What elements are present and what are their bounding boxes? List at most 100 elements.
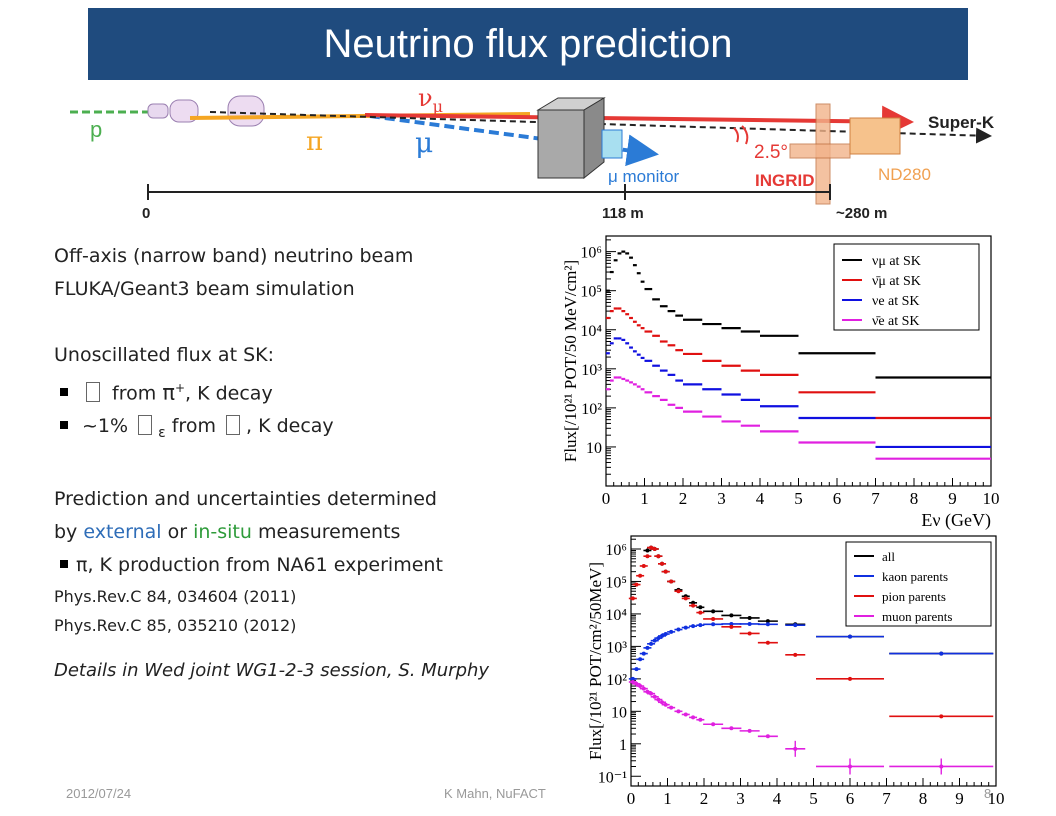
y-tick-label: 10⁻¹ [598,769,627,786]
x-tick-label: 8 [919,789,928,808]
data-point [649,641,654,646]
data-point [698,717,703,722]
data-point [698,605,703,610]
y-tick-label: 10⁵ [580,284,602,301]
ingrid-detector [789,103,851,205]
distance-label-118: 118 m [602,205,644,222]
data-point [656,697,661,702]
data-point [683,625,688,630]
bullet-icon [60,388,68,397]
text-line: Off-axis (narrow band) neutrino beam [54,245,414,267]
muon-monitor [601,129,623,159]
numu-label: νμ [418,84,443,116]
data-point [691,715,696,720]
x-tick-label: 1 [663,789,672,808]
data-point [676,589,681,594]
beam-dump [537,109,585,179]
x-tick-label: 9 [948,489,957,508]
data-point [729,726,734,731]
data-point [747,621,752,626]
data-point [848,676,852,681]
data-point [729,613,734,618]
y-tick-label: 10 [611,704,627,721]
legend-label: all [882,549,895,564]
horn-2 [227,95,265,127]
flux-chart-sk: 0 1 2 3 4 5 6 7 8 9 10 10 10² 10³ 10⁴ 10⁵ 10⁶Flux[/10²¹ … [561,235,1000,530]
data-point [638,573,643,578]
off-axis-angle-arc [741,125,749,145]
data-point [649,691,654,696]
data-point [698,610,703,615]
data-point [711,722,716,727]
data-point [656,554,661,559]
legend-label: kaon parents [882,569,948,584]
data-point [669,629,674,634]
data-point [747,631,752,636]
nd280-detector [849,117,901,155]
legend-label: νμ at SK [872,254,921,269]
x-axis-label: Eν (GeV) [921,510,991,530]
bullet-list: Off-axis (narrow band) neutrino beam FLU… [54,240,574,687]
legend-label: pion parents [882,589,946,604]
bullet-item: π, K production from NA61 experiment [54,549,574,582]
data-point [638,684,643,689]
data-point [765,622,770,627]
text-line: Unoscillated flux at SK: [54,344,274,366]
y-tick-label: 10³ [581,362,602,379]
text-line: Prediction and uncertainties determined [54,488,437,511]
target [147,103,169,119]
footer-date: 2012/07/24 [66,786,132,801]
data-point [630,596,635,601]
data-point [848,634,852,639]
y-axis-label: Flux[/10²¹ POT/cm²/50MeV] [586,562,605,760]
x-tick-label: 10 [983,489,1000,508]
data-point [711,609,716,614]
missing-glyph-icon [86,382,100,403]
data-point [939,651,944,656]
x-tick-label: 7 [882,789,891,808]
text-line: by external or in-situ measurements [54,521,401,544]
data-point [630,680,635,685]
x-tick-label: 0 [627,789,636,808]
bullet-icon [60,560,68,569]
footer-author: K Mahn, NuFACT [444,786,546,801]
x-tick-label: 7 [871,489,880,508]
data-point [683,712,688,717]
data-point [793,652,798,657]
data-point [634,681,639,686]
x-tick-label: 10 [988,789,1005,808]
data-point [793,623,798,628]
x-tick-label: 5 [809,789,818,808]
data-point [641,651,646,656]
y-tick-label: 10⁶ [605,542,627,559]
data-point [645,689,650,694]
x-tick-label: 6 [846,789,855,808]
data-point [641,686,646,691]
data-point [698,623,703,628]
y-tick-label: 10⁶ [580,245,602,262]
reference: Phys.Rev.C 85, 035210 (2012) [54,616,297,636]
data-point [691,624,696,629]
data-point [663,632,668,637]
y-tick-label: 10⁴ [580,323,602,340]
muon-label: μ [415,126,433,159]
y-tick-label: 10 [586,440,602,457]
pion-label: π [306,127,323,157]
reference: Phys.Rev.C 84, 034604 (2011) [54,587,297,607]
missing-glyph-icon [226,415,240,436]
data-point [691,600,696,605]
y-axis-label: Flux[/10²¹ POT/50 MeV/cm²] [561,260,580,462]
x-tick-label: 1 [640,489,649,508]
data-point [652,638,657,643]
slide-title: Neutrino flux prediction [323,21,733,66]
data-point [645,554,650,559]
data-point [669,579,674,584]
y-tick-label: 10⁴ [605,607,627,624]
data-point [669,705,674,710]
data-point [729,624,734,629]
text-line: FLUKA/Geant3 beam simulation [54,278,355,300]
superk-label: Super-K [928,113,995,132]
legend [833,243,980,331]
footer-page-number: 8 [984,786,992,801]
data-point [676,709,681,714]
